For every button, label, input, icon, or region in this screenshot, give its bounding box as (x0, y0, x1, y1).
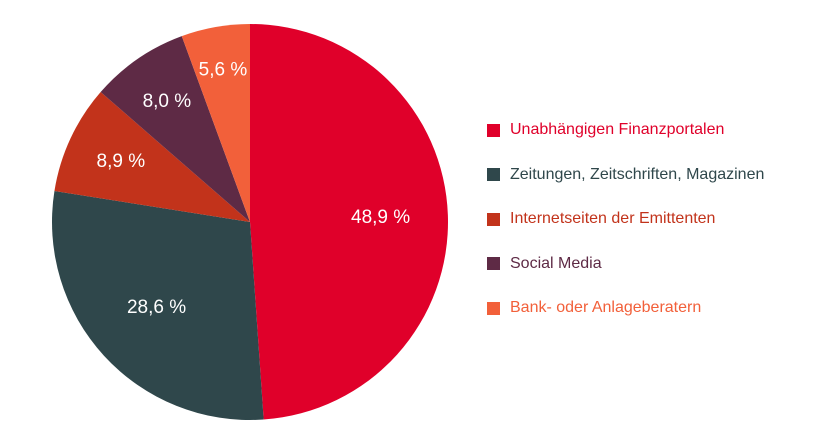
pie-value-label-internetseiten-emittenten: 8,9 % (97, 151, 146, 172)
legend-label-bank-anlageberater: Bank- oder Anlageberatern (510, 299, 702, 316)
legend-swatch-social-media (487, 257, 500, 270)
legend-swatch-zeitungen (487, 168, 500, 181)
pie-value-label-social-media: 8,0 % (143, 91, 192, 112)
pie-value-labels: 48,9 % 28,6 % 8,9 % 8,0 % 5,6 % (97, 59, 411, 318)
legend-label-social-media: Social Media (510, 254, 602, 272)
pie-value-label-unabhaengige-finanzportale: 48,9 % (351, 207, 410, 228)
pie-value-label-bank-anlageberater: 5,6 % (199, 59, 248, 80)
legend-label-internetseiten-emittenten: Internetseiten der Emittenten (510, 210, 716, 227)
legend-item-internetseiten-emittenten: Internetseiten der Emittenten (487, 208, 764, 230)
legend-label-zeitungen: Zeitungen, Zeitschriften, Magazinen (510, 165, 765, 183)
pie-value-label-zeitungen: 28,6 % (127, 297, 186, 318)
legend: Unabhängigen Finanzportalen Zeitungen, Z… (487, 119, 764, 342)
pie-slice-internetseiten-emittenten (54, 91, 250, 222)
pie-slice-social-media (100, 36, 250, 223)
legend-label-unabhaengige-finanzportale: Unabhängigen Finanzportalen (510, 121, 725, 138)
legend-item-social-media: Social Media (487, 253, 764, 275)
pie-slices (52, 24, 449, 420)
legend-item-zeitungen: Zeitungen, Zeitschriften, Magazinen (487, 164, 764, 186)
pie-slice-bank-anlageberater (181, 24, 250, 222)
legend-swatch-internetseiten-emittenten (487, 212, 500, 226)
legend-swatch-bank-anlageberater (487, 301, 500, 315)
legend-item-unabhaengige-finanzportale: Unabhängigen Finanzportalen (487, 119, 764, 141)
legend-swatch-unabhaengige-finanzportale (487, 123, 500, 137)
pie-slice-zeitungen (52, 191, 264, 420)
pie-slice-unabhaengige-finanzportale (250, 24, 449, 420)
legend-item-bank-anlageberater: Bank- oder Anlageberatern (487, 297, 764, 319)
